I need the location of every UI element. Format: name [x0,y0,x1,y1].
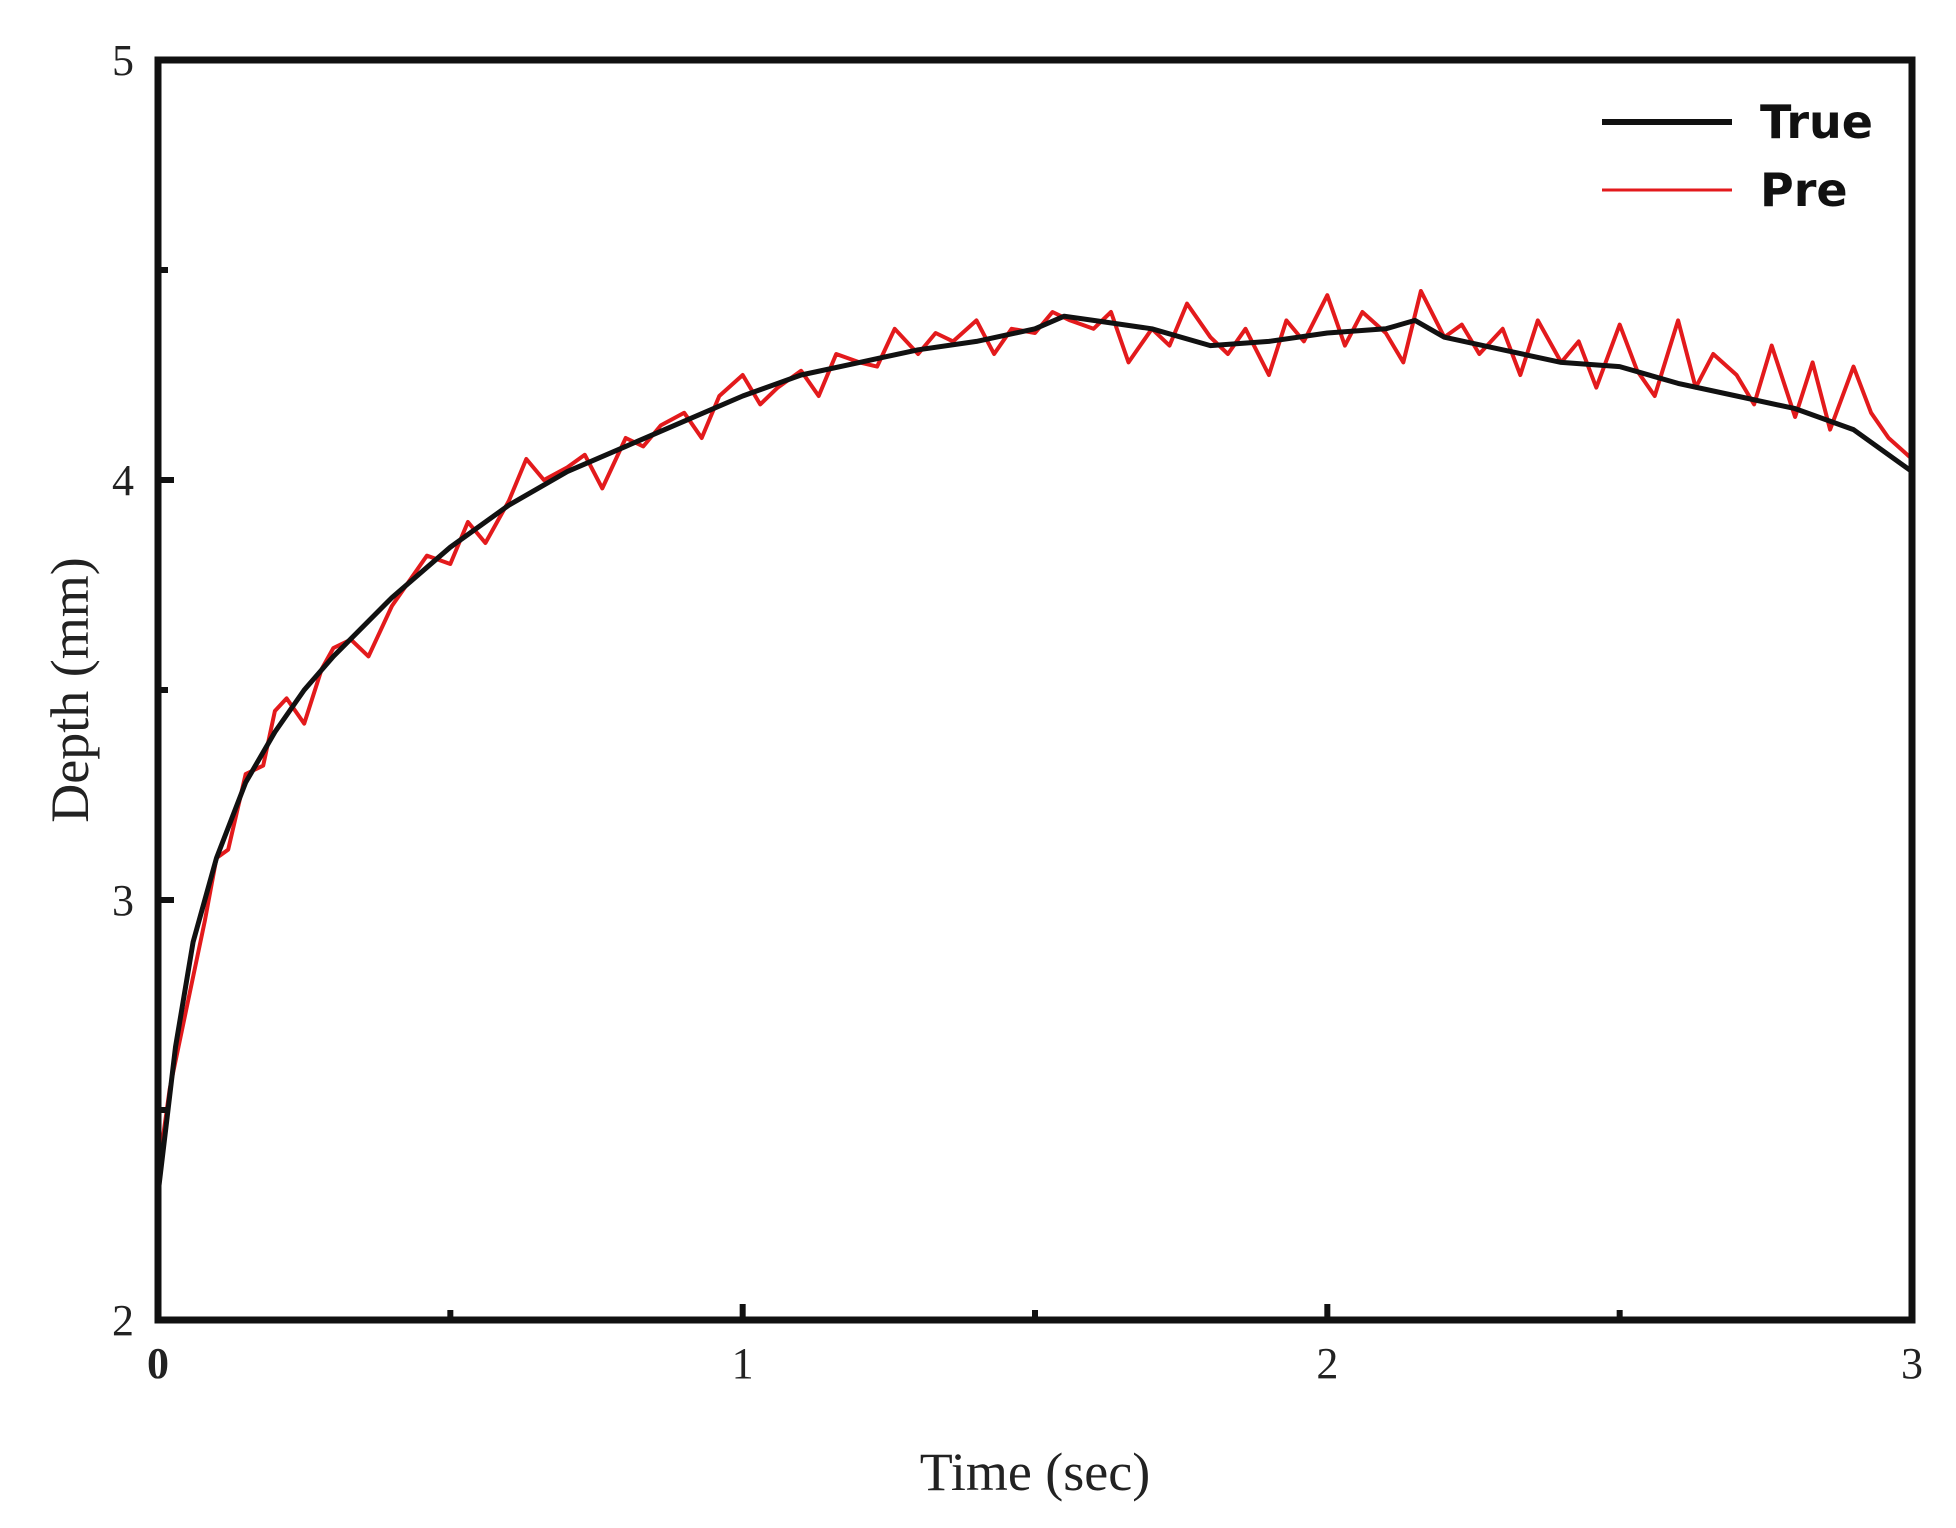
y-tick-label: 5 [112,36,134,85]
series-line-true [155,313,1914,1195]
plot-frame [154,56,1916,1324]
x-tick-label: 1 [732,1339,754,1388]
y-axis-title: Depth (mm) [40,557,100,822]
legend-item-true: True [1602,95,1873,149]
legend-item-pre: Pre [1602,163,1848,217]
legend: True Pre [1602,95,1873,217]
legend-label: True [1760,95,1873,149]
y-tick-label: 3 [112,876,134,925]
tick-labels: 0 1 2 3 2 3 4 5 [112,36,1923,1388]
y-tick-label: 2 [112,1296,134,1345]
legend-label: Pre [1760,163,1848,217]
x-tick-label: 3 [1901,1339,1923,1388]
plot-lines [155,289,1914,1195]
x-axis-title: Time (sec) [920,1442,1150,1502]
y-tick-label: 4 [112,456,134,505]
x-tick-label: 2 [1316,1339,1338,1388]
x-tick-label: 0 [147,1339,169,1388]
series-line-pre [156,289,1914,1174]
axis-ticks [155,57,1915,1323]
